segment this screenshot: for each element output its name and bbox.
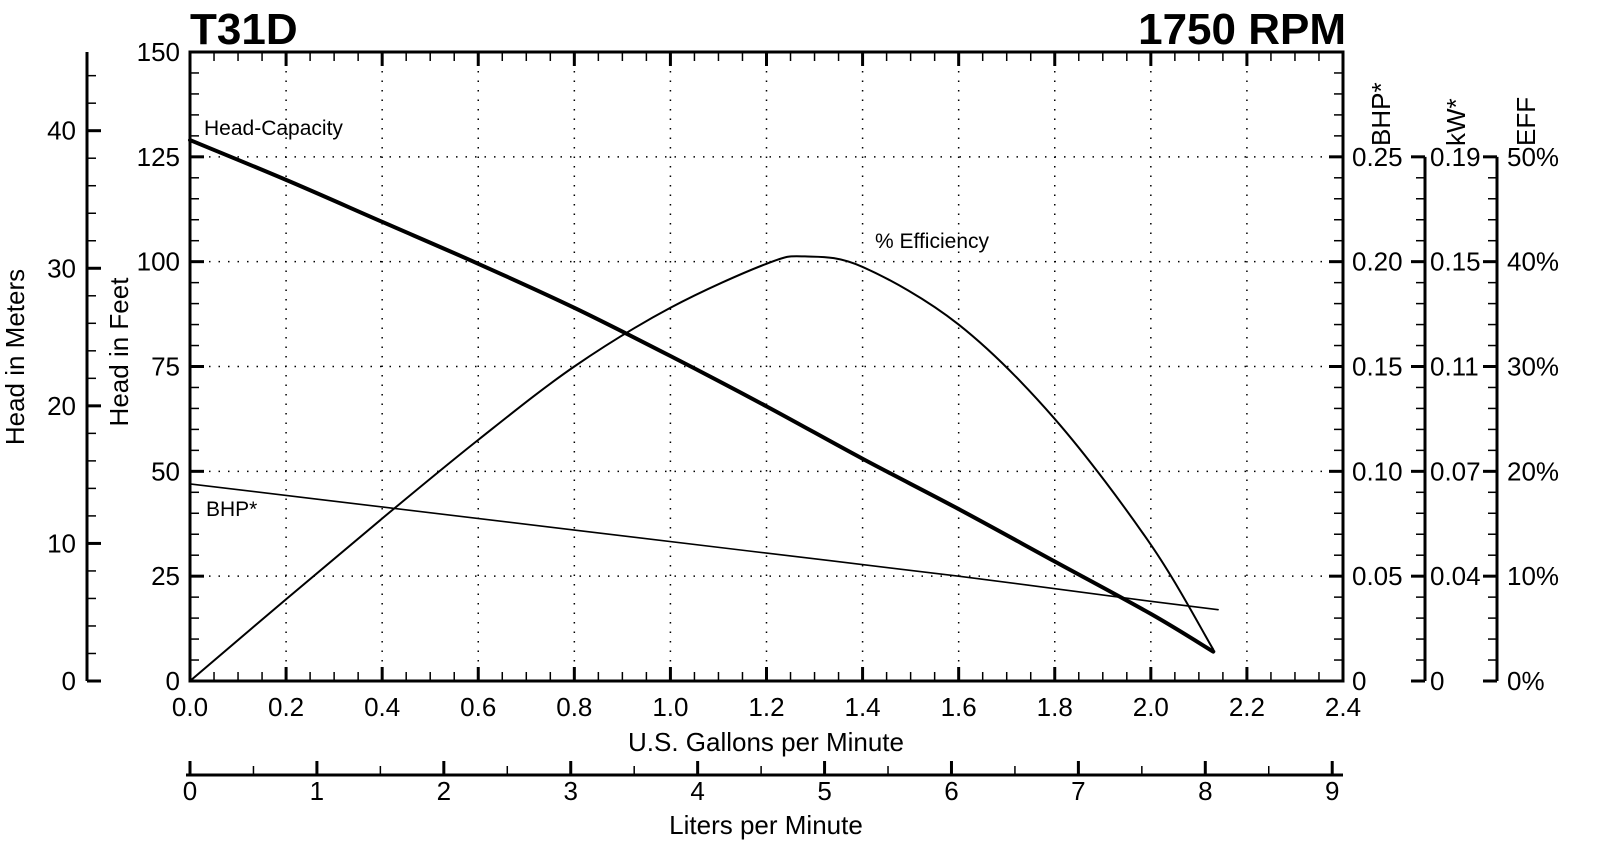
bhp-tick-label: 0.15 [1352,352,1403,382]
bhp-label: BHP* [206,498,257,521]
x-tick-label: 1.0 [652,692,688,722]
bhp-curve [189,483,1219,611]
lpm-tick-label: 2 [437,776,451,806]
lpm-tick-label: 9 [1325,776,1339,806]
y-tick-label: 100 [137,247,180,277]
meters-tick-label: 0 [62,666,76,696]
bhp-tick-label: 0.20 [1352,247,1403,277]
meters-tick-label: 10 [47,528,76,558]
meters-tick-label: 30 [47,253,76,283]
lpm-tick-label: 4 [690,776,704,806]
x-tick-label: 0.2 [268,692,304,722]
x-tick-label: 0.8 [556,692,592,722]
pump-speed-title: 1750 RPM [1138,5,1346,54]
kw-axis-title: kW* [1441,98,1471,146]
x-tick-label: 2.2 [1229,692,1265,722]
x-tick-label: 0.6 [460,692,496,722]
y-axis-title: Head in Feet [104,277,134,427]
x-tick-label: 1.2 [748,692,784,722]
meters-tick-label: 20 [47,391,76,421]
x-axis-title: U.S. Gallons per Minute [628,727,904,757]
bhp-tick-label: 0 [1352,666,1366,696]
head-capacity-curve [188,138,1216,654]
labels: 0.0 0.2 0.4 0.6 0.8 1.0 1.2 1.4 1.6 1.8 2.0 2.2 2.4 U… [0,37,1559,840]
kw-tick-label: 0.04 [1430,561,1481,591]
x-tick-label: 1.8 [1037,692,1073,722]
y-tick-label: 150 [137,37,180,67]
lpm-axis-title: Liters per Minute [669,810,863,840]
grid-lines [190,52,1343,681]
x-tick-label: 1.4 [845,692,881,722]
eff-tick-label: 50% [1507,142,1559,172]
kw-tick-label: 0.11 [1430,352,1479,382]
kw-tick-label: 0.07 [1430,456,1481,486]
y-tick-label: 125 [137,142,180,172]
x-tick-label: 2.0 [1133,692,1169,722]
curves [188,138,1219,682]
lpm-tick-label: 8 [1198,776,1212,806]
y-tick-label: 25 [151,561,180,591]
efficiency-label: % Efficiency [875,230,989,253]
bhp-tick-label: 0.10 [1352,456,1403,486]
eff-tick-label: 40% [1507,247,1559,277]
y-tick-label: 0 [166,666,180,696]
kw-tick-label: 0.15 [1430,247,1481,277]
lpm-tick-label: 7 [1071,776,1085,806]
bhp-tick-label: 0.05 [1352,561,1403,591]
meters-axis-title: Head in Meters [0,269,30,445]
bhp-axis-title: BHP* [1366,82,1396,146]
eff-axis-title: EFF [1511,97,1541,146]
x-tick-label: 2.4 [1325,692,1361,722]
y-tick-label: 75 [151,352,180,382]
lpm-tick-label: 3 [564,776,578,806]
bhp-tick-label: 0.25 [1352,142,1403,172]
lpm-tick-label: 0 [183,776,197,806]
kw-tick-label: 0 [1430,666,1444,696]
pump-model-title: T31D [190,5,298,54]
axes [85,50,1499,777]
eff-tick-label: 20% [1507,456,1559,486]
lpm-tick-label: 5 [817,776,831,806]
y-tick-label: 50 [151,456,180,486]
meters-tick-label: 40 [47,116,76,146]
efficiency-curve [189,255,1215,682]
kw-tick-label: 0.19 [1430,142,1481,172]
x-tick-label: 0.0 [172,692,208,722]
head-capacity-label: Head-Capacity [204,117,343,140]
eff-tick-label: 30% [1507,352,1559,382]
eff-tick-label: 10% [1507,561,1559,591]
lpm-tick-label: 1 [310,776,324,806]
eff-tick-label: 0% [1507,666,1545,696]
x-tick-label: 0.4 [364,692,400,722]
lpm-tick-label: 6 [944,776,958,806]
x-tick-label: 1.6 [941,692,977,722]
